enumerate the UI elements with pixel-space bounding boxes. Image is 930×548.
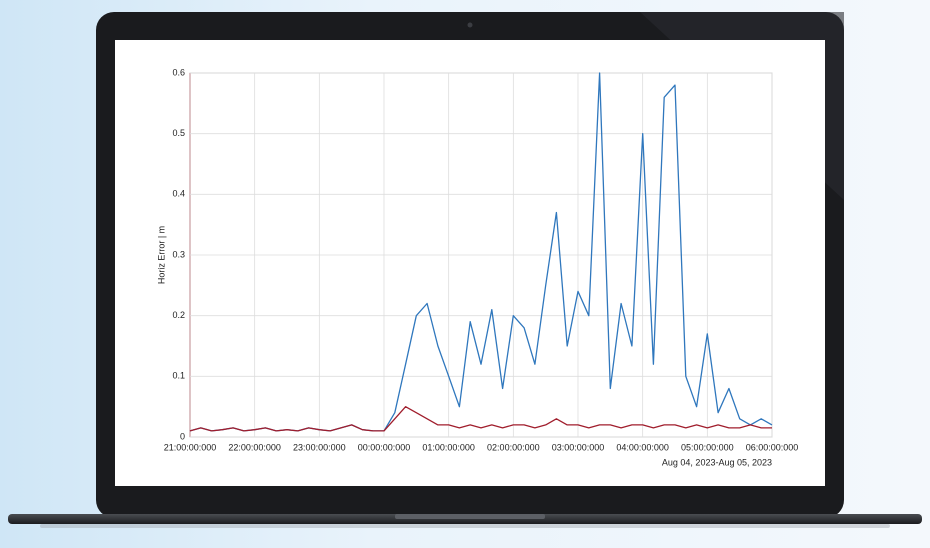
x-tick-label: 03:00:00:000 — [552, 442, 605, 452]
y-tick-label: 0.1 — [172, 371, 185, 381]
screen — [115, 40, 825, 486]
x-tick-label: 06:00:00:000 — [746, 442, 799, 452]
y-tick-label: 0.2 — [172, 310, 185, 320]
x-tick-label: 01:00:00:000 — [422, 442, 475, 452]
hinge-notch — [395, 514, 545, 519]
y-tick-label: 0.3 — [172, 249, 185, 259]
x-tick-label: 05:00:00:000 — [681, 442, 734, 452]
y-tick-label: 0.5 — [172, 128, 185, 138]
series-line — [189, 406, 772, 432]
x-tick-label: 00:00:00:000 — [358, 442, 411, 452]
y-tick-label: 0.4 — [172, 189, 185, 199]
y-tick-label: 0 — [180, 431, 185, 441]
x-tick-label: 23:00:00:000 — [293, 442, 346, 452]
y-tick-label: 0.6 — [172, 67, 185, 77]
x-tick-label: 22:00:00:000 — [228, 442, 281, 452]
shadow — [40, 524, 890, 528]
camera — [467, 22, 473, 28]
y-axis-label: Horiz Error | m — [156, 226, 166, 284]
date-range: Aug 04, 2023-Aug 05, 2023 — [662, 457, 772, 467]
x-tick-label: 21:00:00:000 — [164, 442, 217, 452]
x-tick-label: 02:00:00:000 — [487, 442, 540, 452]
x-tick-label: 04:00:00:000 — [616, 442, 669, 452]
